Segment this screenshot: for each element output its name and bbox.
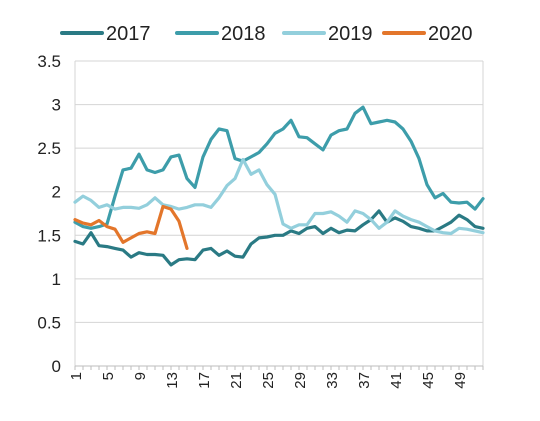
legend-label: 2020 (428, 23, 473, 45)
series-line-2020 (73, 204, 189, 250)
legend-item-2019: 2019 (282, 23, 373, 45)
legend: 2017 2018 2019 2020 (60, 23, 473, 45)
series-line-2019 (73, 157, 485, 236)
y-tick-label: 0 (52, 357, 61, 376)
y-tick-label: 3 (52, 96, 61, 115)
x-tick-label: 49 (452, 372, 469, 389)
y-tick-label: 2 (52, 183, 61, 202)
series-lines (73, 105, 485, 267)
legend-label: 2018 (221, 23, 266, 45)
legend-label: 2017 (106, 23, 151, 45)
series-line-2017 (73, 209, 485, 267)
series-line-2018 (73, 105, 485, 230)
y-tick-label: 2.5 (37, 139, 61, 158)
x-tick-label: 25 (260, 372, 277, 389)
x-tick-label: 33 (324, 372, 341, 389)
x-tick-label: 41 (388, 372, 405, 389)
y-tick-label: 3.5 (37, 52, 61, 71)
y-tick-label: 1 (52, 270, 61, 289)
x-tick-label: 17 (196, 372, 213, 389)
x-tick-label: 1 (68, 372, 85, 380)
x-tick-label: 29 (292, 372, 309, 389)
legend-item-2020: 2020 (382, 23, 473, 45)
x-tick-label: 37 (356, 372, 373, 389)
plot-area (74, 61, 484, 366)
x-tick-label: 13 (164, 372, 181, 389)
x-axis-ticks: 1 5 9 13 17 21 25 29 33 37 41 45 49 (68, 365, 484, 389)
y-tick-label: 1.5 (37, 226, 61, 245)
x-tick-label: 5 (100, 372, 117, 380)
legend-item-2018: 2018 (175, 23, 266, 45)
legend-item-2017: 2017 (60, 23, 151, 45)
x-tick-label: 9 (132, 372, 149, 380)
y-axis-ticks: 0 0.5 1 1.5 2 2.5 3 3.5 (37, 52, 61, 376)
x-tick-label: 45 (420, 372, 437, 389)
legend-label: 2019 (328, 23, 373, 45)
y-tick-label: 0.5 (37, 313, 61, 332)
x-tick-label: 21 (228, 372, 245, 389)
